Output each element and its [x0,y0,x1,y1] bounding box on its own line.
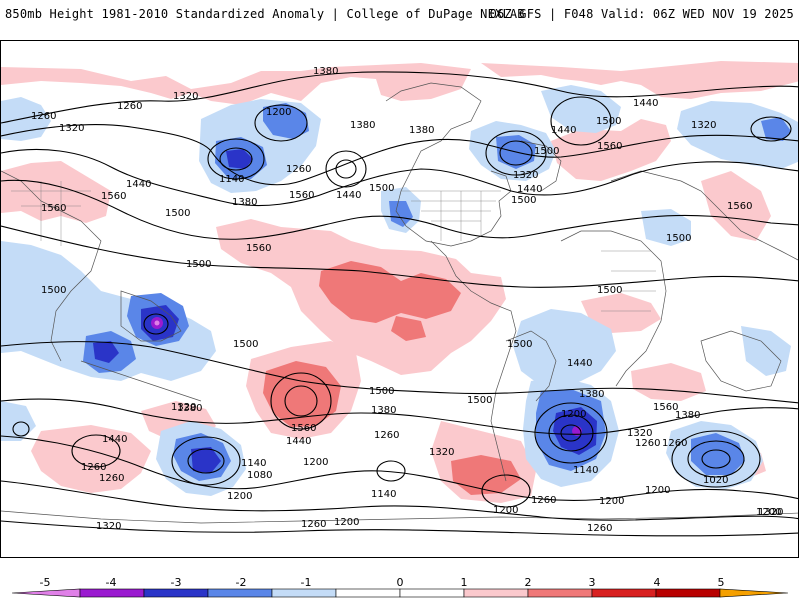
coastlines [1,82,798,524]
contour-label: 1440 [567,358,592,369]
contour-label: 1140 [573,465,598,476]
colorbar-tick: 1 [460,576,468,589]
contour-label: 1260 [374,430,399,441]
height-contours [1,71,798,537]
colorbar-tick: -4 [105,576,117,589]
contour-label: 1440 [633,98,658,109]
colorbar-strip [11,588,789,598]
contour-label: 1380 [232,197,257,208]
contour-label: 1080 [247,470,272,481]
contour-label: 1380 [409,125,434,136]
contour-label: 1500 [666,233,691,244]
colorbar: -5 -4 -3 -2 -1 0 1 2 3 4 5 [0,562,800,600]
contour-label: 1200 [303,457,328,468]
colorbar-tick: 0 [396,576,404,589]
contour-label: 1140 [371,489,396,500]
colorbar-tick: 4 [653,576,661,589]
contour-label: 1200 [561,409,586,420]
contour-label: 1320 [691,120,716,131]
contour-label: 1500 [369,386,394,397]
contour-label: 1500 [596,116,621,127]
negative-anomaly-shading [1,85,798,496]
contour-label: 1320 [59,123,84,134]
contour-label: 1260 [117,101,142,112]
contour-label: 1440 [517,184,542,195]
contour-label: 1380 [579,389,604,400]
contour-label: 1200 [645,485,670,496]
colorbar-tick: -3 [170,576,182,589]
contour-label: 1320 [429,447,454,458]
contour-label: 1200 [334,517,359,528]
run-info: 06Z GFS | F048 Valid: 06Z WED NOV 19 202… [489,7,794,21]
contour-label: 1320 [96,521,121,532]
contour-label: 1500 [597,285,622,296]
contour-label: 1560 [597,141,622,152]
contour-label: 1500 [507,339,532,350]
colorbar-tick: -1 [300,576,312,589]
contour-label: 1020 [703,475,728,486]
contour-label: 1260 [286,164,311,175]
contour-label: 1500 [233,339,258,350]
contour-label: 1380 [177,403,202,414]
contour-label: 1500 [467,395,492,406]
contour-label: 1140 [241,458,266,469]
contour-label: 1500 [511,195,536,206]
contour-label: 1260 [635,438,660,449]
contour-labels: 1380 1320 1260 1260 1320 1200 1440 1380 … [31,66,783,534]
contour-label: 1560 [289,190,314,201]
contour-label: 1380 [675,410,700,421]
colorbar-tick: 5 [717,576,725,589]
contour-label: 1320 [513,170,538,181]
contour-label: 1560 [291,423,316,434]
contour-label: 1440 [286,436,311,447]
contour-label: 1260 [81,462,106,473]
contour-label: 1260 [662,438,687,449]
colorbar-tick: 3 [588,576,596,589]
contour-label: 1260 [531,495,556,506]
contour-label: 1140 [219,174,244,185]
contour-label: 1320 [758,507,783,518]
contour-label: 1440 [336,190,361,201]
contour-label: 1560 [246,243,271,254]
contour-label: 1200 [227,491,252,502]
colorbar-tick: 2 [524,576,532,589]
strong-positive-anomaly-shading [263,261,521,495]
contour-label: 1380 [313,66,338,77]
contour-label: 1320 [173,91,198,102]
anomaly-map: 1380 1320 1260 1260 1320 1200 1440 1380 … [1,61,798,537]
contour-label: 1560 [101,191,126,202]
contour-label: 1440 [551,125,576,136]
contour-label: 1380 [371,405,396,416]
map-title: 850mb Height 1981-2010 Standardized Anom… [5,7,525,21]
contour-label: 1320 [627,428,652,439]
contour-label: 1380 [350,120,375,131]
contour-label: 1260 [99,473,124,484]
contour-label: 1500 [165,208,190,219]
colorbar-tick: -2 [235,576,247,589]
contour-label: 1440 [126,179,151,190]
contour-label: 1560 [653,402,678,413]
contour-label: 1200 [266,107,291,118]
contour-label: 1200 [756,507,781,518]
contour-label: 1560 [727,201,752,212]
contour-label: 1500 [186,259,211,270]
state-borders [11,181,656,312]
contour-label: 1320 [171,402,196,413]
header: 850mb Height 1981-2010 Standardized Anom… [0,0,800,30]
contour-label: 1200 [493,505,518,516]
map-panel: 1380 1320 1260 1260 1320 1200 1440 1380 … [0,40,799,558]
contour-label: 1260 [587,523,612,534]
contour-label: 1260 [31,111,56,122]
contour-label: 1500 [41,285,66,296]
contour-label: 1560 [41,203,66,214]
colorbar-tick: -5 [39,576,51,589]
contour-label: 1200 [599,496,624,507]
contour-label: 1500 [534,146,559,157]
extreme-negative-anomaly-shading [151,317,582,436]
contour-label: 1260 [301,519,326,530]
contour-label: 1440 [102,434,127,445]
contour-label: 1500 [369,183,394,194]
